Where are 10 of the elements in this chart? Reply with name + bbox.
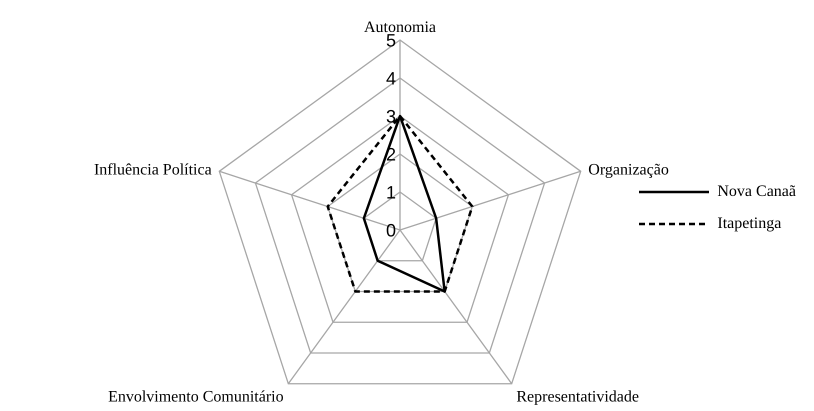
y-tick-label: 0 <box>386 220 396 240</box>
legend-label: Nova Canaã <box>717 183 796 201</box>
legend-label: Itapetinga <box>717 215 782 233</box>
y-tick-label: 4 <box>386 68 396 88</box>
spoke-label: Organização <box>588 161 669 178</box>
y-tick-label: 3 <box>386 106 396 126</box>
spoke-label: Influência Política <box>94 161 212 178</box>
y-tick-label: 1 <box>386 182 396 202</box>
spoke-label: Envolvimento Comunitário <box>108 388 284 406</box>
spoke-label: Representatividade <box>516 388 640 406</box>
